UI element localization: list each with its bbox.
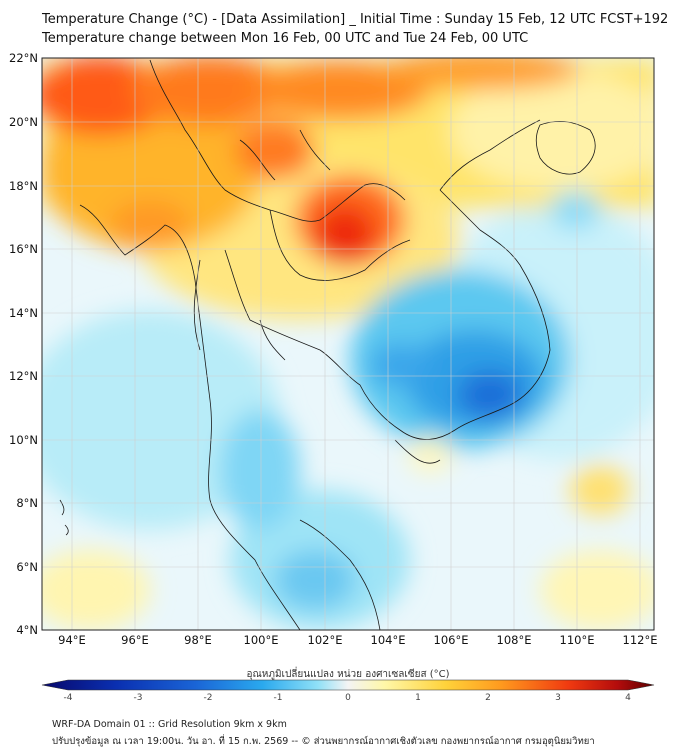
lon-label: 106°E <box>434 633 469 647</box>
temperature-field <box>42 58 654 630</box>
coastlines <box>59 59 596 630</box>
lat-label: 16°N <box>9 242 38 256</box>
gridlines <box>42 57 654 630</box>
lon-label: 94°E <box>58 633 86 647</box>
colorbar-ticks: -4 -3 -2 -1 0 1 2 3 4 <box>64 693 632 703</box>
colorbar-tick: 2 <box>485 693 491 703</box>
latitude-axis: 22°N 20°N 18°N 16°N 14°N 12°N 10°N 8°N 6… <box>9 51 38 637</box>
footer-domain-info: WRF-DA Domain 01 :: Grid Resolution 9km … <box>52 719 287 730</box>
lon-label: 112°E <box>623 633 658 647</box>
lon-label: 108°E <box>497 633 532 647</box>
colorbar-tick: -1 <box>274 693 283 703</box>
lat-label: 20°N <box>9 115 38 129</box>
longitude-axis: 94°E 96°E 98°E 100°E 102°E 104°E 106°E 1… <box>58 633 657 647</box>
lon-label: 110°E <box>560 633 595 647</box>
lat-label: 22°N <box>9 51 38 65</box>
lon-label: 104°E <box>371 633 406 647</box>
lat-label: 14°N <box>9 306 38 320</box>
colorbar-tick: -2 <box>204 693 213 703</box>
colorbar-tick: 0 <box>345 693 351 703</box>
colorbar-tick: 4 <box>625 693 631 703</box>
lon-label: 96°E <box>121 633 149 647</box>
colorbar <box>41 679 655 691</box>
title-line-1: Temperature Change (°C) - [Data Assimila… <box>42 12 669 27</box>
lat-label: 8°N <box>16 496 38 510</box>
footer-update-info: ปรับปรุงข้อมูล ณ เวลา 19:00น. วัน อา. ที… <box>52 736 595 747</box>
lat-label: 4°N <box>16 623 38 637</box>
lat-label: 10°N <box>9 433 38 447</box>
colorbar-label: อุณหภูมิเปลี่ยนแปลง หน่วย องศาเซลเซียส (… <box>246 666 449 680</box>
lat-label: 12°N <box>9 369 38 383</box>
colorbar-tick: 1 <box>415 693 421 703</box>
title-line-2: Temperature change between Mon 16 Feb, 0… <box>42 31 529 46</box>
colorbar-tick: 3 <box>555 693 561 703</box>
lon-label: 98°E <box>184 633 212 647</box>
colorbar-tick: -3 <box>134 693 143 703</box>
lat-label: 6°N <box>16 560 38 574</box>
lon-label: 100°E <box>244 633 279 647</box>
lon-label: 102°E <box>308 633 343 647</box>
colorbar-tick: -4 <box>64 693 73 703</box>
lat-label: 18°N <box>9 179 38 193</box>
map-frame <box>41 57 655 631</box>
